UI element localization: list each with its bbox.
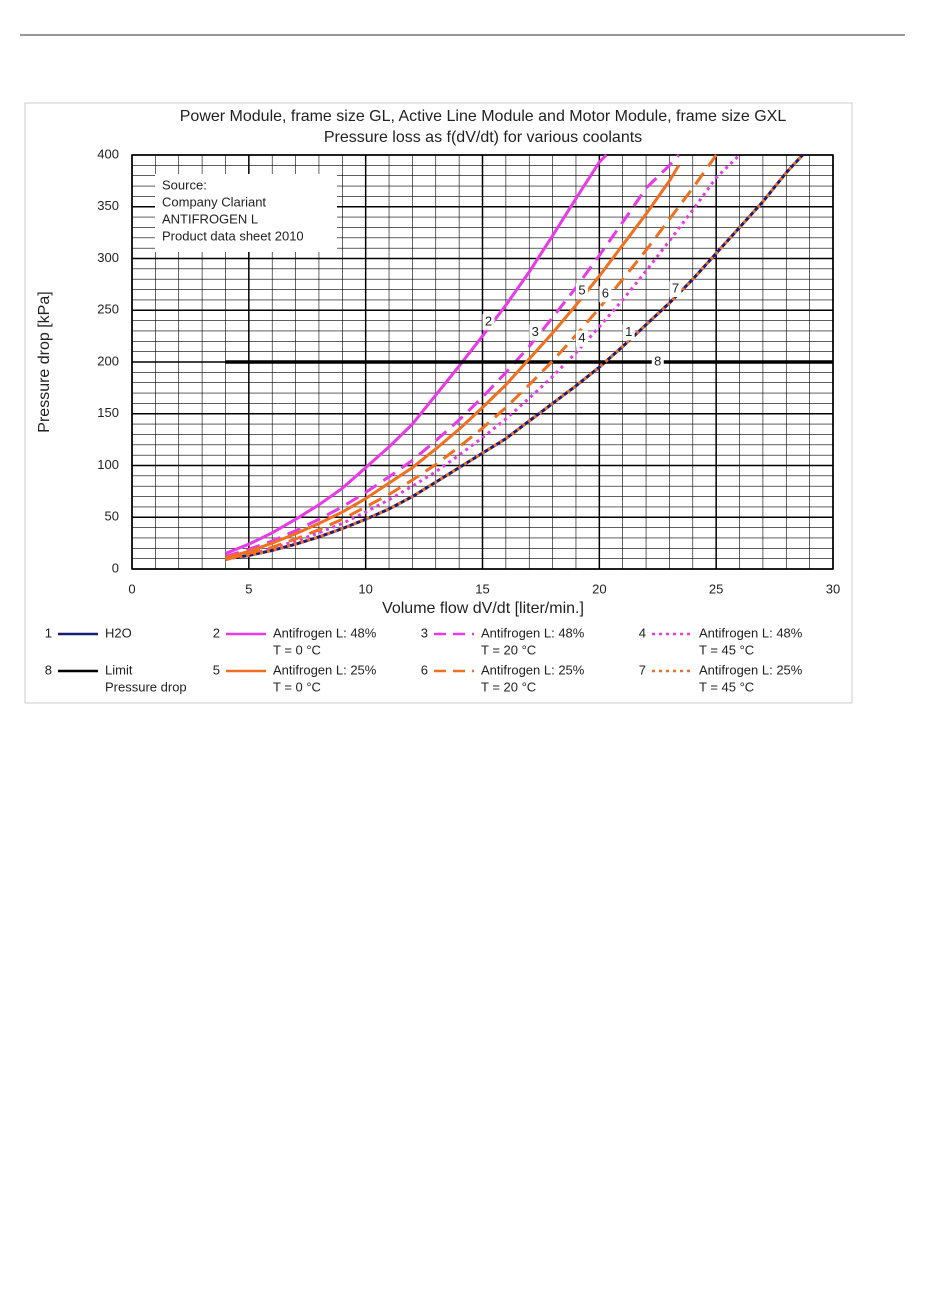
y-tick-label: 300 — [97, 250, 119, 265]
curve-label: 2 — [485, 314, 492, 329]
curve-label-bg — [669, 281, 682, 298]
y-tick-label: 250 — [97, 302, 119, 317]
legend-name: Antifrogen L: 48% — [699, 625, 803, 640]
legend-name: Antifrogen L: 25% — [699, 662, 803, 677]
legend-name: H2O — [105, 625, 132, 640]
curve-label: 8 — [654, 353, 661, 368]
x-tick-label: 0 — [128, 581, 135, 596]
legend-name: Limit — [105, 662, 133, 677]
curve-label: 6 — [602, 286, 609, 301]
chart-subtitle: Pressure loss as f(dV/dt) for various co… — [324, 129, 642, 146]
curve-label-bg — [529, 324, 542, 341]
series-line — [225, 164, 681, 560]
series-line — [225, 154, 804, 561]
legend-condition: T = 0 °C — [273, 642, 321, 657]
y-tick-label: 400 — [97, 146, 119, 161]
curve-label: 7 — [672, 280, 679, 295]
y-tick-label: 0 — [112, 560, 119, 575]
curve-label-bg — [599, 286, 612, 303]
x-tick-label: 20 — [592, 581, 606, 596]
legend-condition: T = 45 °C — [699, 642, 754, 657]
curve-label-bg — [575, 330, 588, 347]
legend-number: 8 — [45, 662, 52, 677]
annotation: Company Clariant — [162, 194, 266, 209]
curve-label: 5 — [578, 283, 585, 298]
annotation: ANTIFROGEN L — [162, 211, 258, 226]
y-tick-label: 350 — [97, 198, 119, 213]
legend-condition: T = 20 °C — [481, 642, 536, 657]
series-line — [224, 154, 608, 555]
curve-label-bg — [622, 324, 635, 341]
annotation: Source: — [162, 177, 207, 192]
legend-number: 1 — [45, 625, 52, 640]
curve-label-bg — [651, 354, 664, 370]
series-line — [225, 154, 741, 562]
annotation-box — [155, 174, 337, 252]
legend-number: 6 — [421, 662, 428, 677]
x-tick-label: 5 — [245, 581, 252, 596]
y-tick-label: 150 — [97, 405, 119, 420]
legend-name: Antifrogen L: 48% — [273, 625, 377, 640]
y-axis-label: Pressure drop [kPa] — [36, 291, 53, 432]
x-tick-label: 30 — [826, 581, 840, 596]
legend-name: Antifrogen L: 25% — [273, 662, 377, 677]
curve-label-bg — [575, 283, 588, 300]
annotation: Product data sheet 2010 — [162, 228, 304, 243]
legend-number: 7 — [639, 662, 646, 677]
legend-condition: T = 0 °C — [273, 679, 321, 694]
legend-number: 2 — [213, 625, 220, 640]
y-tick-label: 200 — [97, 353, 119, 368]
legend-condition: T = 45 °C — [699, 679, 754, 694]
curve-label-bg — [482, 314, 495, 331]
legend-name: Antifrogen L: 25% — [481, 662, 585, 677]
legend-number: 3 — [421, 625, 428, 640]
curve-label: 3 — [532, 324, 539, 339]
legend-condition: T = 20 °C — [481, 679, 536, 694]
series-line — [225, 154, 718, 562]
curve-label: 4 — [578, 330, 585, 345]
legend-number: 5 — [213, 662, 220, 677]
legend-condition: Pressure drop — [105, 679, 187, 694]
y-tick-label: 50 — [105, 509, 119, 524]
legend-number: 4 — [639, 625, 646, 640]
x-tick-label: 15 — [475, 581, 489, 596]
y-tick-label: 100 — [97, 457, 119, 472]
legend-name: Antifrogen L: 48% — [481, 625, 585, 640]
x-tick-label: 25 — [709, 581, 723, 596]
curve-label: 1 — [625, 324, 632, 339]
chart-title: Power Module, frame size GL, Active Line… — [180, 108, 787, 125]
x-tick-label: 10 — [358, 581, 372, 596]
x-axis-label: Volume flow dV/dt [liter/min.] — [382, 600, 584, 617]
series-line — [225, 154, 680, 559]
